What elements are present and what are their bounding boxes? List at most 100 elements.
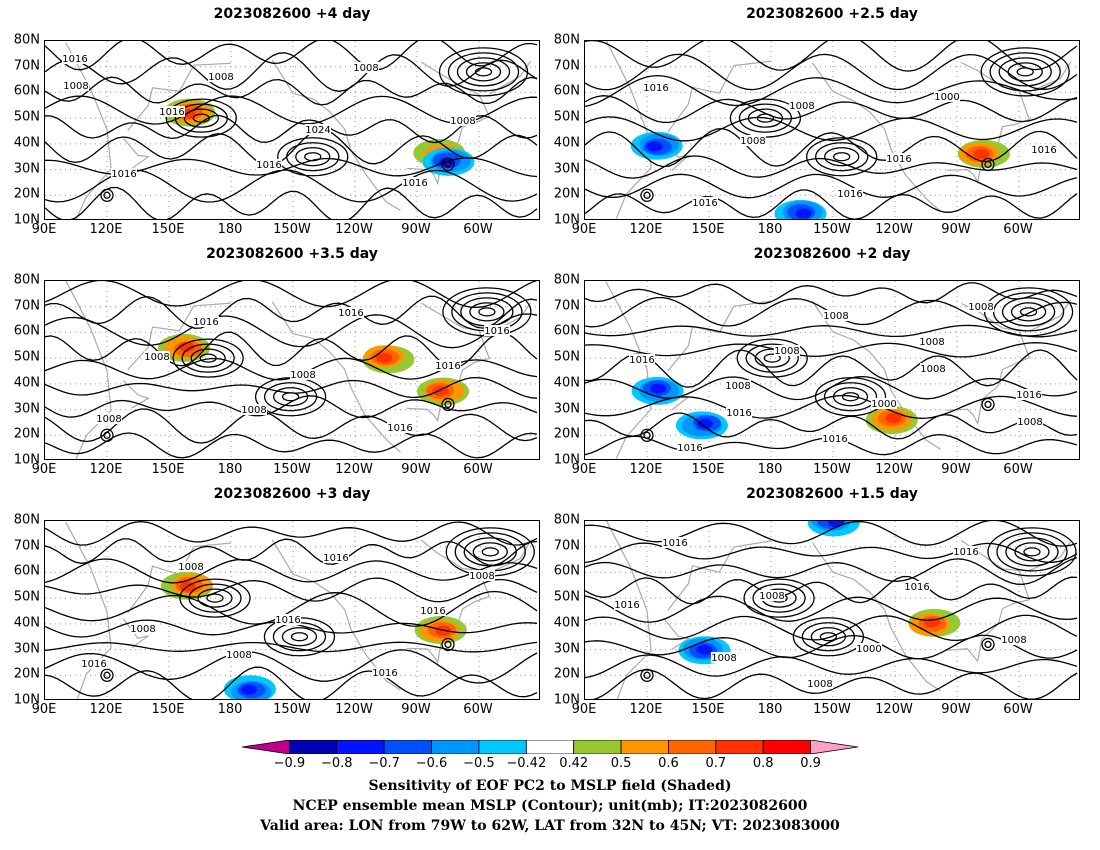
- pressure-contour: [1001, 297, 1056, 327]
- pressure-contour: [444, 640, 452, 649]
- pressure-contour: [832, 387, 869, 407]
- contour-label: 1016: [1016, 390, 1041, 401]
- contour-label: 1016: [1031, 145, 1056, 156]
- pressure-contour: [823, 382, 878, 412]
- latitude-tick-label: 80N: [553, 32, 580, 48]
- coastline: [667, 60, 772, 133]
- latitude-tick-label: 70N: [13, 58, 40, 74]
- contour-label-bg: [402, 177, 428, 188]
- colorbar-tick-label: −0.8: [320, 756, 353, 771]
- pressure-contour: [174, 103, 228, 133]
- coastline: [605, 41, 652, 219]
- longitude-tick-label: 90E: [571, 462, 597, 477]
- contour-label: 1008: [96, 414, 121, 425]
- contour-label: 1016: [256, 160, 281, 171]
- contour-label: 1016: [484, 326, 509, 337]
- colorbar-swatch: [715, 740, 764, 754]
- contour-label: 1008: [144, 352, 169, 363]
- latitude-tick-label: 60N: [13, 563, 40, 579]
- contour-label-bg: [1031, 144, 1057, 155]
- contour-label-bg: [435, 360, 461, 371]
- pressure-contour: [45, 432, 538, 459]
- pressure-contour: [585, 189, 1078, 219]
- map-panel: 1016 1016 1016 1008 1008 1016 1008 1024 1016 1008: [44, 40, 540, 220]
- pressure-contour: [983, 287, 1074, 337]
- sensitivity-shading: [178, 341, 195, 352]
- pressure-contour: [747, 108, 784, 128]
- contour-label-bg: [919, 336, 945, 347]
- contour-label: 1016: [629, 355, 654, 366]
- pressure-contour: [444, 400, 452, 409]
- pressure-contour: [45, 408, 538, 444]
- contour-label-bg: [323, 552, 349, 563]
- colorbar-tick-label: −0.9: [273, 756, 306, 771]
- longitude-tick-label: 90E: [31, 462, 57, 477]
- pressure-contour: [814, 377, 887, 417]
- contour-label: 1000: [871, 399, 896, 410]
- longitude-tick-label: 180: [217, 702, 243, 717]
- pressure-contour: [643, 671, 651, 679]
- contour-label-bg: [450, 115, 476, 126]
- coastline: [811, 542, 941, 692]
- colorbar-tick-label: 0.7: [705, 756, 727, 771]
- colorbar-swatch: [810, 740, 858, 754]
- latitude-tick-label: 80N: [13, 32, 40, 48]
- longitude-tick-label: 150E: [691, 462, 725, 477]
- contour-label: 1008: [919, 337, 944, 348]
- contour-label-bg: [740, 135, 766, 146]
- contour-label: 1008: [290, 370, 315, 381]
- map-svg: 1008 1016 1008 1016 1008 1000 1016 1016 1008: [585, 521, 1079, 699]
- contour-label: 1000: [934, 92, 959, 103]
- longitude-tick-label: 60W: [463, 702, 493, 717]
- pressure-contour: [286, 142, 340, 172]
- coastline: [946, 61, 1031, 184]
- contour-label-bg: [130, 623, 156, 634]
- contour-label: 1016: [435, 361, 460, 372]
- pressure-contour: [188, 583, 242, 613]
- coastline: [271, 301, 401, 453]
- longitude-tick-label: 120W: [875, 222, 913, 237]
- contour-label-bg: [144, 351, 170, 362]
- map-svg: 1016 1008 1016 1000 1016 1016 1008 1016: [585, 41, 1079, 219]
- longitude-tick-label: 120W: [335, 222, 373, 237]
- pressure-contour: [465, 62, 502, 82]
- colorbar-tick-label: 0.42: [559, 756, 589, 771]
- colorbar-swatch: [573, 740, 622, 754]
- longitude-tick-label: 120E: [629, 462, 663, 477]
- colorbar-swatch: [620, 740, 669, 754]
- latitude-tick-label: 50N: [553, 349, 580, 365]
- latitude-tick-label: 80N: [13, 272, 40, 288]
- pressure-contour: [996, 532, 1068, 572]
- latitude-tick-label: 80N: [553, 272, 580, 288]
- pressure-contour: [295, 147, 331, 167]
- longitude-tick-label: 120W: [875, 462, 913, 477]
- longitude-tick-label: 150E: [691, 702, 725, 717]
- pressure-contour: [474, 67, 493, 77]
- latitude-tick-label: 60N: [553, 563, 580, 579]
- map-svg: 1016 1016 1016 1008 1008 1016 1008 1024 1016 1008: [45, 41, 539, 219]
- contour-label-bg: [759, 590, 785, 601]
- longitude-tick-label: 120W: [875, 702, 913, 717]
- longitude-tick-label: 60W: [1003, 702, 1033, 717]
- pressure-contour: [984, 640, 992, 649]
- latitude-tick-label: 30N: [553, 161, 580, 177]
- latitude-tick-label: 30N: [13, 401, 40, 417]
- latitude-tick-label: 20N: [553, 666, 580, 682]
- coastline: [946, 302, 1031, 426]
- pressure-contour: [100, 668, 114, 682]
- sensitivity-shading: [973, 149, 990, 159]
- pressure-contour: [585, 41, 1078, 72]
- contour-label-bg: [372, 667, 398, 678]
- pressure-contour: [585, 342, 1078, 358]
- caption-line-1: Sensitivity of EOF PC2 to MSLP field (Sh…: [368, 778, 732, 794]
- longitude-tick-label: 150W: [813, 702, 851, 717]
- latitude-tick-label: 20N: [553, 186, 580, 202]
- coastline: [65, 281, 112, 459]
- contour-label-bg: [725, 380, 751, 391]
- latitude-tick-label: 80N: [553, 512, 580, 528]
- pressure-contour: [585, 74, 1078, 108]
- coastline: [667, 540, 772, 611]
- pressure-contour: [585, 155, 1078, 179]
- pressure-contour: [640, 428, 654, 442]
- contour-label: 1016: [81, 659, 106, 670]
